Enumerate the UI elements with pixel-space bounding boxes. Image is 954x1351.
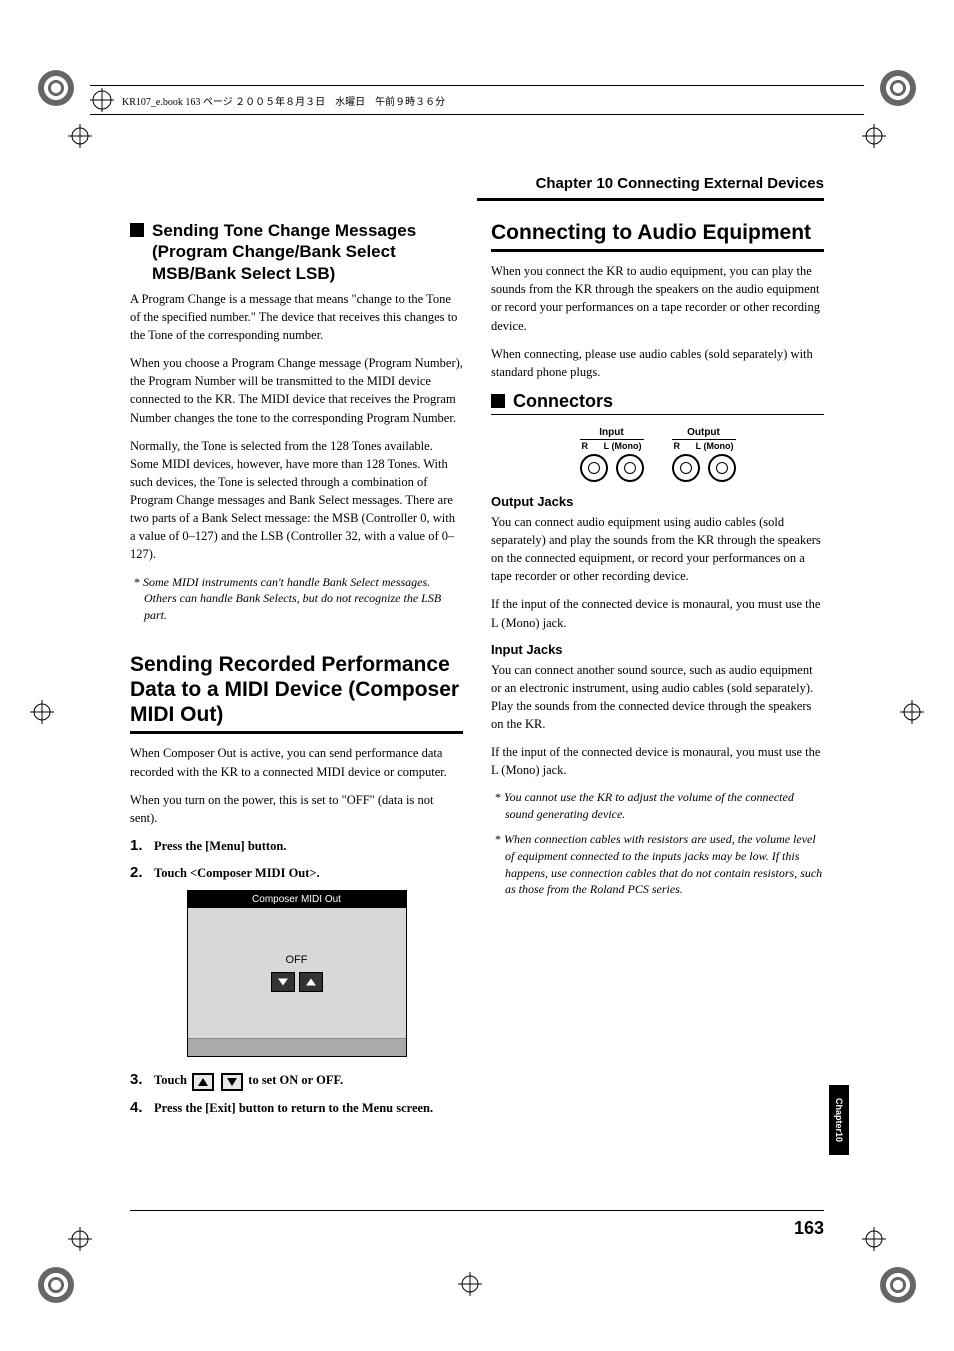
jack-l-label: L (Mono) [604,441,642,451]
body-text: Normally, the Tone is selected from the … [130,437,463,564]
step-text: Press the [Menu] button. [154,837,286,856]
screenshot-footer [188,1038,406,1056]
step-text-post: to set ON or OFF. [248,1073,343,1087]
body-text: If the input of the connected device is … [491,743,824,779]
section-heading-tone-change: Sending Tone Change Messages (Program Ch… [130,220,463,284]
step-2: 2. Touch <Composer MIDI Out>. [130,864,463,883]
body-text: When you choose a Program Change message… [130,354,463,427]
footnote-text: Some MIDI instruments can't handle Bank … [144,574,463,624]
screenshot-title: Composer MIDI Out [188,891,406,908]
body-text: When Composer Out is active, you can sen… [130,744,463,780]
chapter-title: Chapter 10 Connecting External Devices [536,175,824,192]
footnote-text: You cannot use the KR to adjust the volu… [505,789,824,823]
step-number: 4. [130,1099,148,1118]
step-text-pre: Touch [154,1073,190,1087]
heading-rule [130,731,463,734]
jack-group-label: Output [672,427,736,440]
crosshair-icon [68,124,92,148]
major-heading-audio: Connecting to Audio Equipment [491,220,824,245]
input-jack-group: Input R L (Mono) [580,427,644,482]
register-mark-tr [880,70,916,106]
footnote-text: When connection cables with resistors ar… [505,831,824,898]
bullet-square-icon [491,394,505,408]
heading-rule [491,249,824,252]
step-text: Touch <Composer MIDI Out>. [154,864,320,883]
step-3: 3. Touch to set ON or OFF. [130,1071,463,1090]
down-arrow-icon [221,1073,243,1091]
jack-icon [708,454,736,482]
major-heading-composer: Sending Recorded Performance Data to a M… [130,652,463,728]
step-number: 1. [130,837,148,856]
register-mark-bl [38,1267,74,1303]
jack-l-label: L (Mono) [696,441,734,451]
body-text: You can connect audio equipment using au… [491,513,824,586]
jack-r-label: R [674,441,681,451]
crosshair-icon [30,700,54,724]
step-1: 1. Press the [Menu] button. [130,837,463,856]
crosshair-icon [90,88,114,112]
right-column: Connecting to Audio Equipment When you c… [491,220,824,1125]
step-4: 4. Press the [Exit] button to return to … [130,1099,463,1118]
section-heading-text: Connectors [513,391,613,412]
ui-screenshot-composer-midi: Composer MIDI Out OFF [187,890,407,1057]
body-text: You can connect another sound source, su… [491,661,824,734]
crosshair-icon [900,700,924,724]
body-text: If the input of the connected device is … [491,595,824,631]
jack-group-label: Input [580,427,644,440]
register-mark-br [880,1267,916,1303]
main-content: Sending Tone Change Messages (Program Ch… [130,220,824,1125]
step-number: 2. [130,864,148,883]
body-text: When you connect the KR to audio equipme… [491,262,824,335]
output-jack-group: Output R L (Mono) [672,427,736,482]
up-arrow-icon [299,972,323,992]
crosshair-icon [862,1227,886,1251]
sub-heading-output: Output Jacks [491,494,824,509]
chapter-rule [477,198,824,201]
header-meta-text: KR107_e.book 163 ページ ２００５年８月３日 水曜日 午前９時３… [122,93,445,108]
screenshot-value: OFF [286,954,308,966]
connector-diagram: Input R L (Mono) Output R L (Mono) [491,427,824,482]
section-heading-connectors: Connectors [491,391,824,412]
crosshair-icon [68,1227,92,1251]
screenshot-body: OFF [188,908,406,1038]
heading-rule [491,414,824,415]
jack-icon [672,454,700,482]
page-number: 163 [794,1218,824,1239]
crosshair-icon [458,1272,482,1296]
step-number: 3. [130,1071,148,1090]
down-arrow-icon [271,972,295,992]
jack-icon [616,454,644,482]
sub-heading-input: Input Jacks [491,642,824,657]
page-rule [130,1210,824,1211]
left-column: Sending Tone Change Messages (Program Ch… [130,220,463,1125]
bullet-square-icon [130,223,144,237]
section-heading-text: Sending Tone Change Messages (Program Ch… [152,220,463,284]
register-mark-tl [38,70,74,106]
body-text: When connecting, please use audio cables… [491,345,824,381]
body-text: When you turn on the power, this is set … [130,791,463,827]
chapter-side-tab: Chapter10 [829,1085,849,1155]
up-arrow-icon [192,1073,214,1091]
step-text: Press the [Exit] button to return to the… [154,1099,433,1118]
body-text: A Program Change is a message that means… [130,290,463,344]
crosshair-icon [862,124,886,148]
step-text: Touch to set ON or OFF. [154,1071,343,1090]
jack-r-label: R [582,441,589,451]
print-header-bar: KR107_e.book 163 ページ ２００５年８月３日 水曜日 午前９時３… [90,85,864,115]
jack-icon [580,454,608,482]
